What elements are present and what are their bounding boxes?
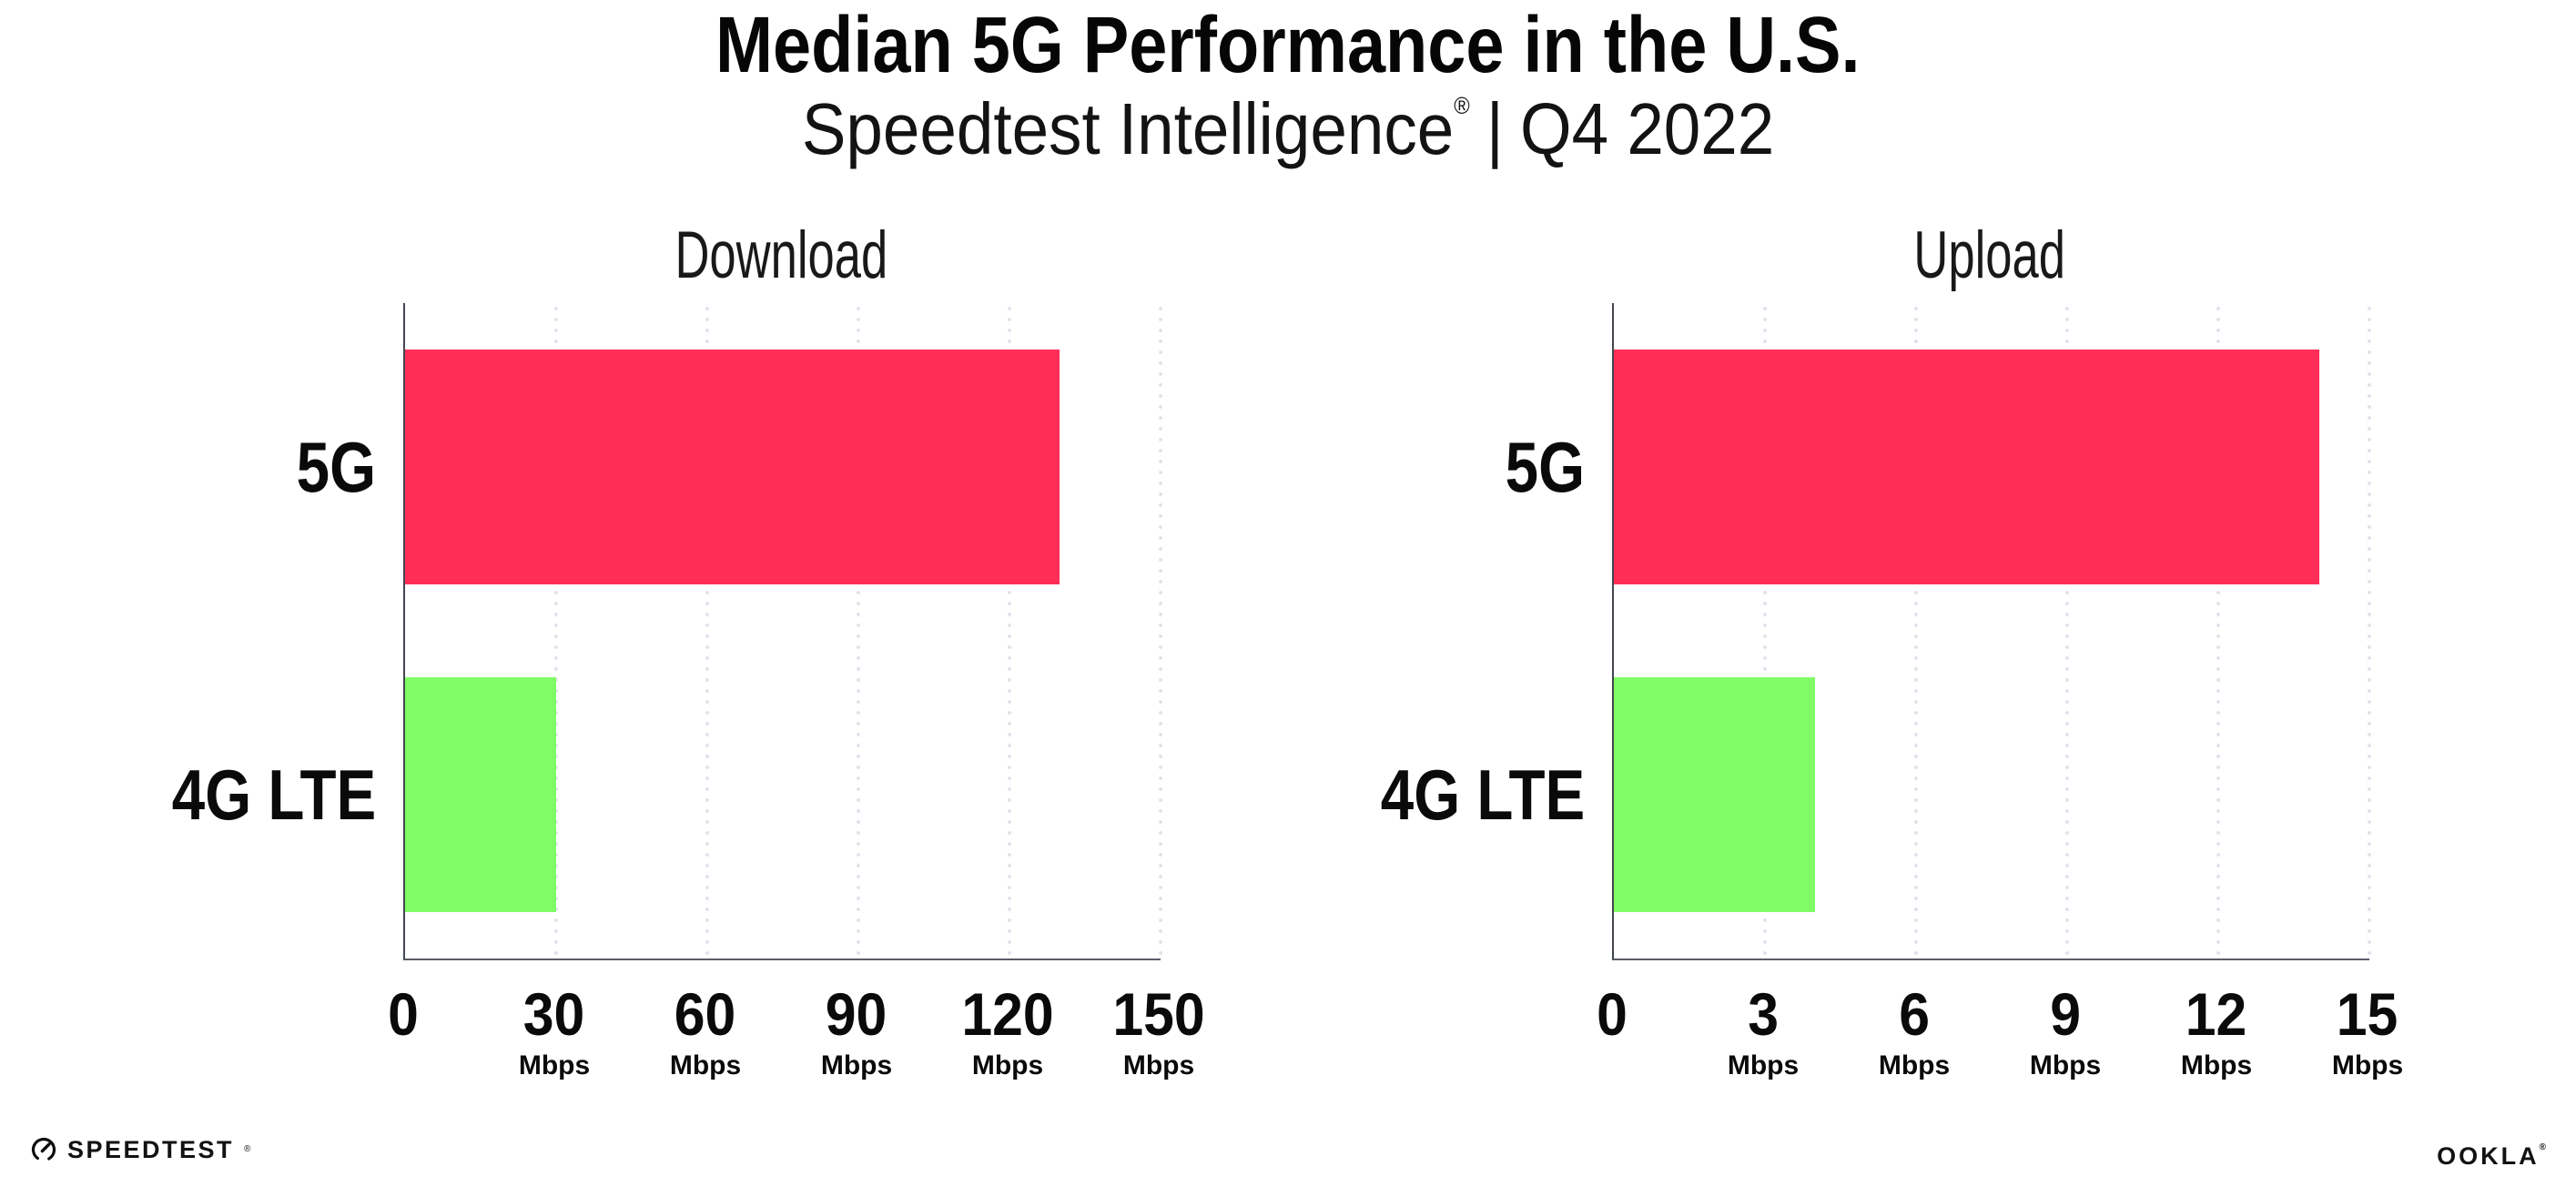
x-tick-unit: Mbps (971, 1050, 1044, 1080)
gridline-60-mbps (705, 303, 710, 959)
subtitle-period: Q4 2022 (1519, 88, 1775, 169)
x-tick-value: 60 (674, 980, 736, 1048)
x-tick-value: 120 (961, 980, 1054, 1048)
category-label-row: 4G LTE (103, 631, 376, 959)
bar-row (1614, 303, 2369, 631)
x-tick-unit: Mbps (820, 1050, 893, 1080)
category-label: 5G (296, 426, 376, 507)
upload-x-axis-labels: 0 3 Mbps 6 Mbps 9 Mbps 12 Mbps 15 Mbps (1597, 984, 2403, 1130)
x-tick-3: 3 Mbps (1728, 984, 1799, 1082)
gridline-150-mbps (1158, 303, 1163, 959)
gridline-6-mbps (1913, 303, 1919, 959)
subtitle-brand: Speedtest Intelligence (801, 88, 1455, 169)
x-tick-value: 12 (2186, 980, 2247, 1048)
x-tick-value: 90 (826, 980, 887, 1048)
x-tick-12: 12 Mbps (2181, 984, 2252, 1082)
x-tick-15: 15 Mbps (2332, 984, 2403, 1082)
ookla-registered-mark-icon: ® (2539, 1142, 2549, 1152)
page-subtitle: Speedtest Intelligence® | Q4 2022 (0, 93, 2576, 166)
x-tick-unit: Mbps (2331, 1050, 2404, 1080)
download-chart-title-text: Download (674, 218, 887, 292)
x-tick-90: 90 Mbps (821, 984, 892, 1082)
ookla-logo: OOKLA® (2437, 1142, 2549, 1170)
gridline-30-mbps (553, 303, 559, 959)
ookla-wordmark: OOKLA (2437, 1142, 2540, 1170)
page-title: Median 5G Performance in the U.S. (0, 5, 2576, 85)
x-tick-unit: Mbps (2029, 1050, 2102, 1080)
upload-plot-area (1612, 303, 2372, 960)
download-gridlines (405, 303, 1163, 959)
x-tick-0: 0 (387, 984, 421, 1044)
category-label: 4G LTE (171, 754, 376, 835)
gridline-12-mbps (2216, 303, 2221, 959)
category-label-row: 5G (103, 303, 376, 631)
registered-mark-icon: ® (1454, 92, 1470, 119)
speedtest-wordmark: SPEEDTEST (67, 1136, 235, 1163)
download-bars (405, 303, 1161, 959)
x-tick-6: 6 Mbps (1879, 984, 1950, 1082)
x-tick-0: 0 (1596, 984, 1629, 1044)
x-tick-unit: Mbps (1122, 1050, 1195, 1080)
x-tick-value: 150 (1112, 980, 1205, 1048)
5g-upload-bar (1614, 349, 2319, 585)
bar-row (405, 631, 1161, 959)
category-label: 5G (1505, 426, 1585, 507)
bar-row (405, 303, 1161, 631)
category-label-row: 4G LTE (1312, 631, 1585, 959)
x-tick-120: 120 Mbps (958, 984, 1058, 1082)
x-tick-value: 0 (388, 980, 419, 1048)
category-label-row: 5G (1312, 303, 1585, 631)
5g-download-bar (405, 349, 1060, 585)
x-tick-unit: Mbps (1878, 1050, 1951, 1080)
x-tick-150: 150 Mbps (1109, 984, 1209, 1082)
x-tick-30: 30 Mbps (519, 984, 590, 1082)
x-tick-unit: Mbps (669, 1050, 742, 1080)
upload-bars (1614, 303, 2369, 959)
speedtest-gauge-icon (31, 1137, 56, 1162)
x-tick-unit: Mbps (1727, 1050, 1800, 1080)
x-tick-unit: Mbps (2180, 1050, 2253, 1080)
upload-chart-title-text: Upload (1913, 218, 2066, 292)
page-title-text: Median 5G Performance in the U.S. (715, 1, 1861, 89)
gridline-3-mbps (1762, 303, 1768, 959)
download-x-axis-labels: 0 30 Mbps 60 Mbps 90 Mbps 120 Mbps 150 Mbps (388, 984, 1205, 1130)
gridline-90-mbps (856, 303, 861, 959)
gridline-9-mbps (2064, 303, 2070, 959)
upload-category-labels: 5G 4G LTE (1312, 303, 1585, 959)
category-label: 4G LTE (1380, 754, 1585, 835)
x-tick-value: 3 (1748, 980, 1779, 1048)
subtitle-divider: | (1486, 88, 1504, 169)
download-plot-area (403, 303, 1163, 960)
x-tick-value: 30 (523, 980, 585, 1048)
gridline-15-mbps (2367, 303, 2372, 959)
download-category-labels: 5G 4G LTE (103, 303, 376, 959)
x-tick-value: 15 (2337, 980, 2399, 1048)
x-tick-unit: Mbps (518, 1050, 591, 1080)
x-tick-9: 9 Mbps (2030, 984, 2101, 1082)
upload-chart-title: Upload (1612, 222, 2368, 289)
upload-gridlines (1614, 303, 2372, 959)
bar-row (1614, 631, 2369, 959)
x-tick-value: 6 (1899, 980, 1930, 1048)
x-tick-60: 60 Mbps (670, 984, 741, 1082)
gridline-120-mbps (1007, 303, 1012, 959)
x-tick-value: 9 (2050, 980, 2081, 1048)
x-tick-value: 0 (1597, 980, 1628, 1048)
speedtest-logo: SPEEDTEST ® (30, 1136, 250, 1163)
4g-lte-upload-bar (1614, 676, 1816, 913)
4g-lte-download-bar (405, 676, 556, 913)
download-chart-title: Download (403, 222, 1159, 289)
